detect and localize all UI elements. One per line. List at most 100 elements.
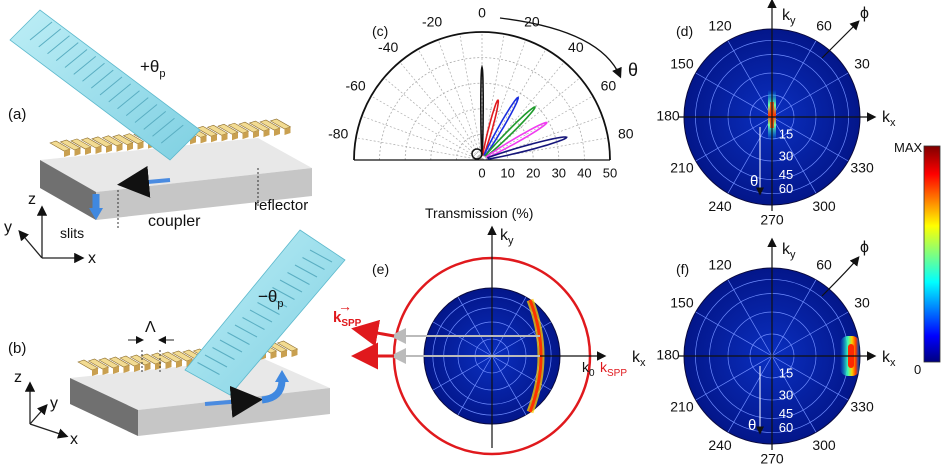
phi-spoke	[771, 355, 817, 433]
phi-tick-label: 210	[670, 160, 694, 176]
angle-tick-labels: -80 -60 -40 -20 0 20 40 60 80	[328, 5, 634, 142]
angle-tick-label: 80	[618, 125, 634, 141]
series-lobes	[471, 64, 568, 161]
panel-c-label: (c)	[372, 23, 388, 39]
theta-tick-label: 60	[779, 420, 793, 435]
panel-b: Λ (b) −θp z y x	[8, 229, 346, 448]
panel-e-polar-map: kSPP → k0 kSPP (e) ky kx	[333, 225, 646, 456]
ky-label: ky	[782, 241, 796, 261]
outer-arc	[353, 31, 611, 161]
phi-tick-label: 120	[708, 257, 732, 273]
theta-arrow	[499, 17, 622, 79]
kx-label: kx	[882, 109, 896, 129]
radial-tick-labels: 0 10 20 30 40 50	[478, 165, 617, 180]
series-lobe-blue	[483, 96, 520, 157]
colorbar-max-label: MAX	[894, 140, 923, 155]
angle-tick-label: 60	[601, 78, 617, 94]
y-label: y	[4, 219, 12, 236]
phi-spoke	[491, 296, 527, 357]
substrate-top	[70, 358, 330, 410]
phi-tick-label: 30	[854, 56, 870, 72]
panel-f-label: (f)	[676, 261, 689, 277]
radial-tick-label: 40	[577, 165, 591, 180]
substrate-side-left	[70, 378, 138, 436]
phi-spoke	[771, 355, 849, 401]
phi-tick-label: 240	[708, 198, 732, 214]
series-lobe-magenta	[485, 121, 548, 159]
kx-label: kx	[632, 349, 646, 369]
theta-tick-label: 30	[779, 148, 793, 163]
substrate-top	[40, 138, 312, 192]
slits-label: slits	[60, 225, 84, 241]
angle-label: +θp	[140, 57, 166, 80]
angle-tick-label: 40	[568, 39, 584, 55]
y-axis	[29, 404, 48, 425]
k0-label: k0	[582, 359, 595, 379]
radial-gridline	[430, 108, 534, 161]
phi-spoke	[771, 311, 849, 357]
substrate-side-left	[40, 160, 96, 220]
kspp-label: kSPP	[600, 359, 627, 379]
phi-spoke	[771, 116, 849, 162]
radial-gridline	[379, 57, 585, 161]
svg-text:→: →	[338, 298, 352, 314]
panel-a: (a) +θp slits coupler reflector z y x	[4, 9, 312, 267]
z-label: z	[14, 369, 22, 386]
phi-spoke	[695, 116, 773, 162]
phi-tick-label: 300	[812, 198, 836, 214]
angle-gridline	[481, 95, 594, 161]
angle-tick-label: 20	[524, 14, 540, 30]
colorbar-min-label: 0	[914, 362, 921, 377]
angle-gridline	[383, 77, 483, 161]
phi-spoke	[771, 116, 817, 194]
phi-spoke	[432, 355, 493, 391]
phi-tick-labels: 120 60 150 30 180 210 330 240 300 270	[656, 0, 877, 228]
phi-tick-label: 300	[812, 437, 836, 453]
phi-spoke	[771, 40, 817, 118]
series-lobe-black	[480, 64, 484, 155]
theta-tick-label: 15	[779, 126, 793, 141]
x-label: x	[70, 431, 78, 448]
ky-label: ky	[782, 7, 796, 27]
origin-scatter	[471, 148, 483, 160]
angle-gridline	[481, 48, 547, 161]
angle-tick-label: 0	[478, 5, 486, 21]
phi-tick-label: 330	[850, 160, 874, 176]
angle-gridline	[355, 137, 483, 161]
series-lobe-navy	[487, 136, 568, 161]
phi-spoke	[695, 72, 773, 118]
kspp-vector	[351, 319, 395, 347]
theta-label: θ	[748, 417, 756, 434]
phi-tick-label: 150	[670, 56, 694, 72]
series-lobe-green	[484, 106, 536, 158]
x-axis-title: Transmission (%)	[425, 205, 533, 221]
panel-a-label: (a)	[8, 106, 26, 123]
angle-gridline	[370, 95, 483, 161]
phi-spoke	[727, 355, 773, 433]
phi-spoke	[727, 279, 773, 357]
panel-e-label: (e)	[372, 261, 389, 277]
phi-tick-label: 30	[854, 295, 870, 311]
theta-tick-label: 45	[779, 167, 793, 182]
theta-label: θ	[628, 60, 638, 80]
theta-tick-label: 15	[779, 365, 793, 380]
phi-spoke	[771, 72, 849, 118]
emission-arrow	[261, 379, 286, 404]
radial-tick-label: 10	[500, 165, 514, 180]
colorbar-gradient	[923, 145, 941, 363]
phi-spoke	[432, 321, 493, 357]
radial-tick-label: 30	[552, 165, 566, 180]
phi-tick-label: 180	[656, 347, 680, 363]
coupler-label: coupler	[148, 213, 201, 230]
phi-spoke	[695, 311, 773, 357]
reflector-label: reflector	[254, 197, 308, 214]
ky-label: ky	[500, 227, 514, 247]
panel-b-label: (b)	[8, 340, 26, 357]
phi-tick-label: 120	[708, 18, 732, 34]
kspp-vector-label: kSPP	[333, 309, 362, 329]
phi-spoke	[457, 355, 493, 416]
